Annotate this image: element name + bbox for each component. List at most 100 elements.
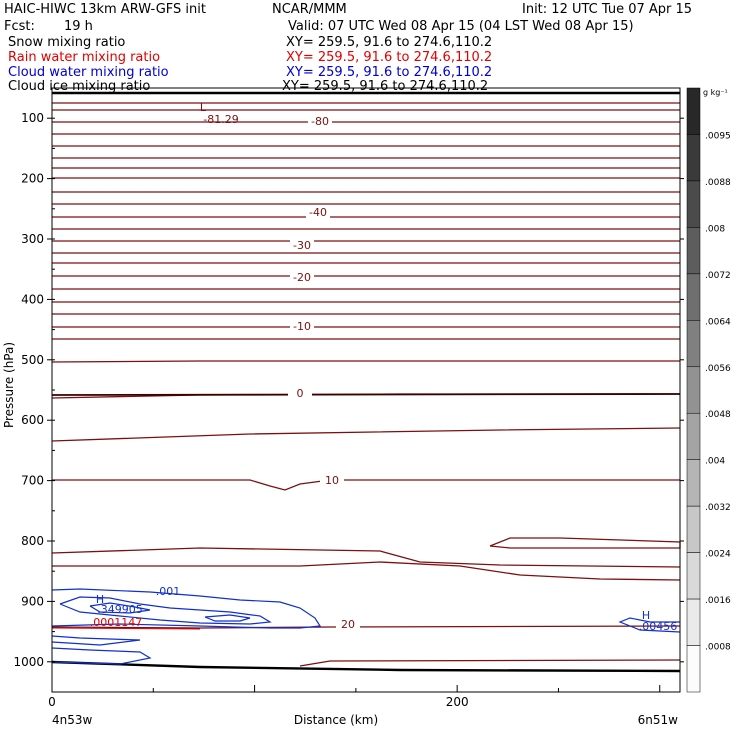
right-endpoint-label: 6n51w	[638, 713, 679, 727]
contour-label-bg	[308, 116, 332, 128]
field-name-snow: Snow mixing ratio	[8, 35, 126, 50]
colorbar-label: .0095	[705, 131, 731, 141]
cloud-water-contour	[89, 602, 151, 614]
freezing-level-line	[51, 393, 681, 396]
center-label: NCAR/MMM	[272, 2, 347, 17]
colorbar-label: .0024	[705, 550, 731, 560]
colorbar: .0095 .0088 .008 .0072 .0064 .0056 .0048 .004 .0…	[686, 87, 731, 693]
cloud-water-contours	[51, 588, 681, 665]
isotherm-line	[489, 537, 681, 549]
cloud-water-contour	[51, 647, 152, 665]
rain-value: .0001147	[90, 616, 143, 629]
high-marker: H	[96, 593, 104, 606]
temperature-contour-label: -20	[293, 271, 311, 284]
init-time: Init: 12 UTC Tue 07 Apr 15	[522, 2, 693, 17]
y-tick-label: 100	[21, 111, 44, 125]
colorbar-label: .0064	[705, 317, 731, 327]
colorbar-swatch	[686, 598, 701, 646]
colorbar-label: .008	[705, 224, 725, 234]
colorbar-label: .0008	[705, 643, 731, 653]
contour-label-bg	[320, 475, 344, 487]
rain-water-contour	[51, 627, 201, 630]
cloud-high-value: .00456	[639, 620, 678, 633]
temperature-contour-label: 20	[341, 618, 355, 631]
colorbar-swatch	[686, 134, 701, 182]
colorbar-swatch	[686, 87, 701, 135]
colorbar-swatch	[686, 505, 701, 553]
low-marker: L	[200, 101, 207, 114]
colorbar-swatch	[686, 273, 701, 321]
temperature-contour-label: -10	[293, 320, 311, 333]
field-xy-cloud-water: XY= 259.5, 91.6 to 274.6,110.2	[286, 65, 493, 80]
isotherm-line	[299, 659, 681, 667]
y-tick-label: 600	[21, 413, 44, 427]
cloud-water-contour	[51, 635, 141, 646]
low-value: -81.29	[203, 113, 238, 126]
cloud-water-contour	[618, 617, 681, 633]
temperature-contour-label: -40	[309, 206, 327, 219]
field-xy-cloud-ice: XY= 259.5, 91.6 to 274.6,110.2	[282, 79, 489, 94]
contour-label-bg	[306, 207, 330, 219]
cloud-water-contour	[59, 596, 272, 625]
colorbar-label: .0048	[705, 410, 731, 420]
colorbar-unit: g kg⁻¹	[703, 88, 728, 97]
y-tick-label: 500	[21, 353, 44, 367]
x-axis-title: Distance (km)	[294, 713, 378, 727]
y-tick-label: 700	[21, 474, 44, 488]
temperature-contour-label: -30	[293, 239, 311, 252]
snow-contour	[51, 660, 681, 673]
model-title: HAIC-HIWC 13km ARW-GFS init	[4, 2, 206, 17]
x-tick-label: 200	[446, 695, 469, 709]
y-tick-label: 1000	[13, 655, 44, 669]
field-xy-snow: XY= 259.5, 91.6 to 274.6,110.2	[286, 35, 493, 50]
isotherm-line	[51, 427, 681, 442]
left-endpoint-label: 4n53w	[52, 713, 93, 727]
contour-label-bg	[290, 272, 314, 284]
contour-label-bg	[288, 388, 312, 400]
field-name-cloud-water: Cloud water mixing ratio	[8, 65, 169, 80]
field-name-cloud-ice: Cloud ice mixing ratio	[8, 79, 151, 94]
colorbar-swatch	[686, 412, 701, 460]
valid-time: Valid: 07 UTC Wed 08 Apr 15 (04 LST Wed …	[288, 19, 634, 34]
colorbar-label: .0032	[705, 503, 731, 513]
contour-labels: -80-40-30-20-1001020L-81.29H.349905.0001…	[90, 101, 678, 633]
field-xy-rain: XY= 259.5, 91.6 to 274.6,110.2	[286, 50, 493, 65]
colorbar-swatch	[686, 320, 701, 368]
colorbar-swatch	[686, 645, 701, 693]
y-axis-title: Pressure (hPa)	[2, 342, 16, 428]
temperature-contour-label: 0	[297, 387, 304, 400]
contour-label-bg	[290, 321, 314, 333]
isotherm-line	[52, 561, 681, 581]
contour-label-bg	[290, 240, 314, 252]
cloud-high-value: .349905	[97, 603, 143, 616]
temperature-contours	[51, 91, 681, 673]
y-tick-label: 400	[21, 292, 44, 306]
high-marker: H	[642, 609, 650, 622]
colorbar-label: .0072	[705, 271, 731, 281]
temperature-contour-label: 10	[325, 474, 339, 487]
isotherm-line	[51, 547, 681, 568]
colorbar-swatch	[686, 552, 701, 600]
contour-label-bg	[336, 619, 360, 631]
cloud-water-contour	[51, 588, 322, 629]
colorbar-swatch	[686, 227, 701, 275]
isotherm-line	[51, 360, 680, 363]
x-tick-label: 0	[48, 695, 56, 709]
isotherm-line	[52, 479, 680, 491]
y-tick-label: 300	[21, 232, 44, 246]
forecast-value: 19 h	[64, 19, 93, 34]
y-tick-label: 200	[21, 172, 44, 186]
colorbar-label: .0016	[705, 596, 731, 606]
y-tick-label: 800	[21, 534, 44, 548]
cloud-water-contour	[204, 614, 251, 622]
colorbar-swatch	[686, 180, 701, 228]
y-tick-label: 900	[21, 594, 44, 608]
colorbar-swatch	[686, 366, 701, 414]
colorbar-swatch	[686, 459, 701, 507]
cloud-contour-label: .001	[156, 585, 181, 598]
colorbar-label: .0088	[705, 178, 731, 188]
colorbar-label: .0056	[705, 364, 731, 374]
field-name-rain: Rain water mixing ratio	[8, 50, 161, 65]
